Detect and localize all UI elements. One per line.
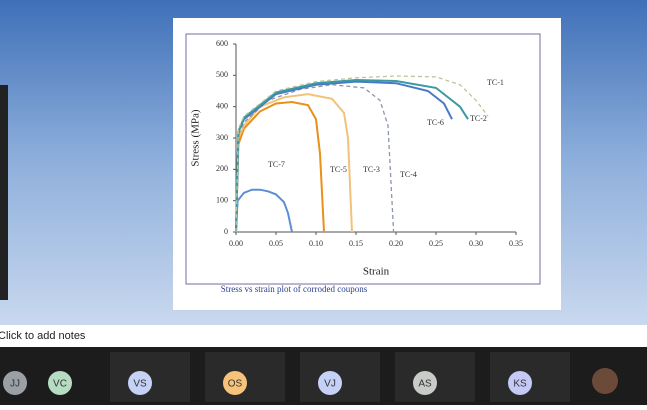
avatar-initials: VS <box>133 379 147 390</box>
series-label: TC-7 <box>268 160 285 169</box>
side-panel <box>0 85 8 300</box>
y-tick-label: 500 <box>216 70 228 79</box>
avatar-initials: OS <box>228 379 243 390</box>
x-tick-label: 0.10 <box>309 239 323 248</box>
series-label: TC-2 <box>470 114 487 123</box>
x-tick-label: 0.20 <box>389 239 403 248</box>
avatar-initials: KS <box>513 379 527 390</box>
y-tick-label: 300 <box>216 133 228 142</box>
y-tick-label: 100 <box>216 195 228 204</box>
caption: Stress vs strain plot of corroded coupon… <box>221 284 368 294</box>
series-label: TC-3 <box>363 165 380 174</box>
y-tick-label: 200 <box>216 164 228 173</box>
series-label: TC-6 <box>427 118 444 127</box>
avatar-initials: JJ <box>10 379 20 390</box>
series-label: TC-1 <box>487 78 504 87</box>
x-tick-label: 0.25 <box>429 239 443 248</box>
avatar-initials: AS <box>418 379 432 390</box>
participant-photo[interactable] <box>592 368 618 394</box>
y-tick-label: 600 <box>216 39 228 48</box>
page: Click to add notes Strain Stress (MPa) S… <box>0 0 647 405</box>
series-label: TC-5 <box>330 165 347 174</box>
avatar-initials: VJ <box>324 379 336 390</box>
x-tick-label: 0.00 <box>229 239 243 248</box>
notes-placeholder[interactable]: Click to add notes <box>0 330 86 342</box>
x-axis-label: Strain <box>363 266 390 278</box>
screen: Click to add notes Strain Stress (MPa) S… <box>0 0 647 405</box>
x-tick-label: 0.35 <box>509 239 523 248</box>
y-tick-label: 400 <box>216 101 228 110</box>
x-tick-label: 0.05 <box>269 239 283 248</box>
y-axis-label: Stress (MPa) <box>190 109 202 166</box>
series-label: TC-4 <box>400 170 417 179</box>
notes-pane[interactable] <box>0 325 647 347</box>
y-tick-label: 0 <box>224 227 228 236</box>
x-tick-label: 0.15 <box>349 239 363 248</box>
x-tick-label: 0.30 <box>469 239 483 248</box>
avatar-initials: VC <box>53 379 67 390</box>
